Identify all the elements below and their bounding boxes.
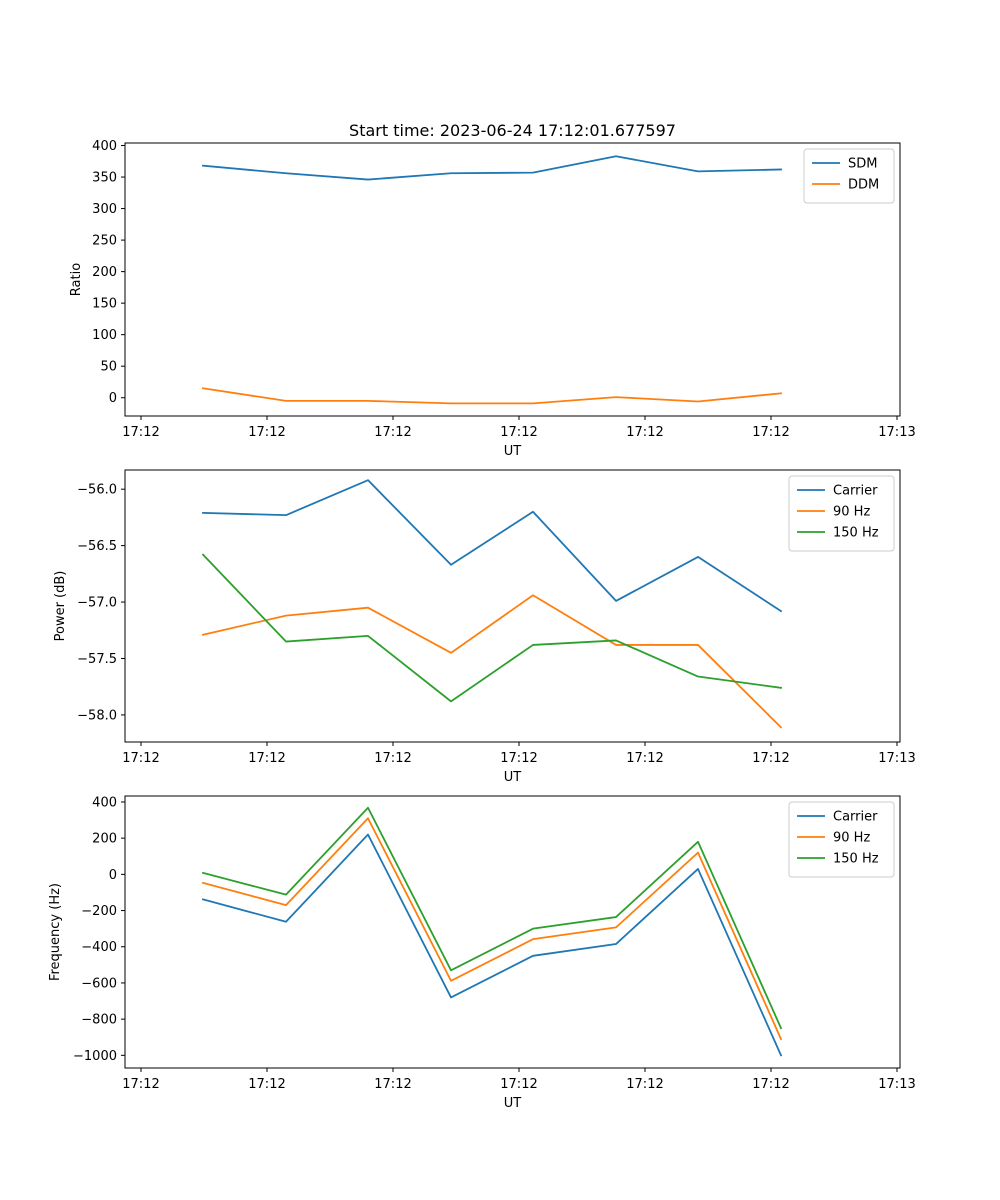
x-tick-label: 17:12 bbox=[500, 1077, 537, 1092]
series-line-150-hz bbox=[201, 553, 783, 703]
x-tick-label: 17:12 bbox=[374, 425, 411, 440]
y-tick-label: −56.5 bbox=[77, 539, 117, 554]
axes-frame bbox=[124, 469, 901, 743]
x-tick-label: 17:12 bbox=[374, 751, 411, 766]
y-tick-label: −200 bbox=[81, 904, 117, 919]
axes-frame bbox=[124, 795, 901, 1069]
y-tick-label: 100 bbox=[92, 328, 117, 343]
y-tick-label: 350 bbox=[92, 171, 117, 186]
legend-label: 90 Hz bbox=[833, 831, 870, 846]
chart-panel-2: 17:12 17:12 17:12 17:12 17:12 17:12 17:13 UT −56… bbox=[53, 469, 916, 785]
y-tick-label: 250 bbox=[92, 234, 117, 249]
y-tick-label: −56.0 bbox=[77, 483, 117, 498]
x-axis-label: UT bbox=[504, 770, 522, 785]
legend: Carrier 90 Hz 150 Hz bbox=[788, 475, 895, 552]
x-tick-label: 17:12 bbox=[752, 1077, 789, 1092]
legend: Carrier 90 Hz 150 Hz bbox=[788, 801, 895, 878]
legend-label: 90 Hz bbox=[833, 505, 870, 520]
series-line-sdm bbox=[202, 155, 782, 181]
y-tick-label: 50 bbox=[100, 360, 117, 375]
x-tick-label: 17:13 bbox=[878, 425, 915, 440]
y-tick-label: 0 bbox=[109, 391, 117, 406]
x-tick-label: 17:12 bbox=[500, 751, 537, 766]
x-tick-label: 17:12 bbox=[626, 425, 663, 440]
chart-panel-1: 17:12 17:12 17:12 17:12 17:12 17:12 17:13 UT 0 50… bbox=[69, 139, 916, 459]
y-axis-label: Ratio bbox=[69, 263, 84, 296]
y-tick-label: 0 bbox=[109, 868, 117, 883]
y-tick-label: −1000 bbox=[73, 1049, 117, 1064]
legend: SDM DDM bbox=[803, 148, 895, 204]
x-tick-label: 17:12 bbox=[374, 1077, 411, 1092]
y-tick-label: −800 bbox=[81, 1013, 117, 1028]
x-tick-label: 17:12 bbox=[248, 425, 285, 440]
series-line-carrier bbox=[201, 833, 783, 1057]
series-line-90-hz bbox=[201, 817, 783, 1041]
x-tick-label: 17:12 bbox=[122, 425, 159, 440]
x-tick-label: 17:12 bbox=[752, 751, 789, 766]
y-tick-label: 400 bbox=[92, 795, 117, 810]
y-tick-label: 200 bbox=[92, 832, 117, 847]
x-tick-label: 17:12 bbox=[500, 425, 537, 440]
y-tick-label: −57.0 bbox=[77, 596, 117, 611]
series-line-90-hz bbox=[201, 594, 783, 729]
x-axis-label: UT bbox=[504, 1096, 522, 1111]
axes-frame bbox=[124, 142, 901, 417]
figure-title: Start time: 2023-06-24 17:12:01.677597 bbox=[349, 121, 676, 140]
y-tick-label: −600 bbox=[81, 976, 117, 991]
x-tick-label: 17:12 bbox=[122, 751, 159, 766]
x-tick-label: 17:12 bbox=[752, 425, 789, 440]
series-line-ddm bbox=[201, 387, 782, 405]
legend-label: Carrier bbox=[833, 484, 878, 499]
x-tick-label: 17:12 bbox=[248, 1077, 285, 1092]
y-tick-label: −400 bbox=[81, 940, 117, 955]
y-tick-label: 200 bbox=[92, 265, 117, 280]
legend-label: Carrier bbox=[833, 810, 878, 825]
legend-label: SDM bbox=[848, 157, 877, 172]
chart-panels: 17:12 17:12 17:12 17:12 17:12 17:12 17:13 UT 0 50… bbox=[48, 139, 916, 1111]
y-tick-label: 400 bbox=[92, 139, 117, 154]
y-tick-label: −57.5 bbox=[77, 652, 117, 667]
x-tick-label: 17:13 bbox=[878, 1077, 915, 1092]
x-tick-label: 17:12 bbox=[122, 1077, 159, 1092]
x-tick-label: 17:12 bbox=[626, 1077, 663, 1092]
y-tick-label: 300 bbox=[92, 202, 117, 217]
y-tick-label: 150 bbox=[92, 297, 117, 312]
series-line-150-hz bbox=[201, 806, 783, 1030]
x-axis-label: UT bbox=[504, 444, 522, 459]
legend-label: 150 Hz bbox=[833, 852, 879, 867]
legend-label: DDM bbox=[848, 178, 879, 193]
y-axis-label: Power (dB) bbox=[53, 571, 68, 642]
x-tick-label: 17:12 bbox=[626, 751, 663, 766]
x-tick-label: 17:13 bbox=[878, 751, 915, 766]
legend-label: 150 Hz bbox=[833, 526, 879, 541]
y-tick-label: −58.0 bbox=[77, 708, 117, 723]
y-axis-label: Frequency (Hz) bbox=[48, 883, 63, 981]
x-tick-label: 17:12 bbox=[248, 751, 285, 766]
chart-panel-3: 17:12 17:12 17:12 17:12 17:12 17:12 17:13 UT 400… bbox=[48, 795, 916, 1111]
series-line-carrier bbox=[202, 479, 783, 613]
